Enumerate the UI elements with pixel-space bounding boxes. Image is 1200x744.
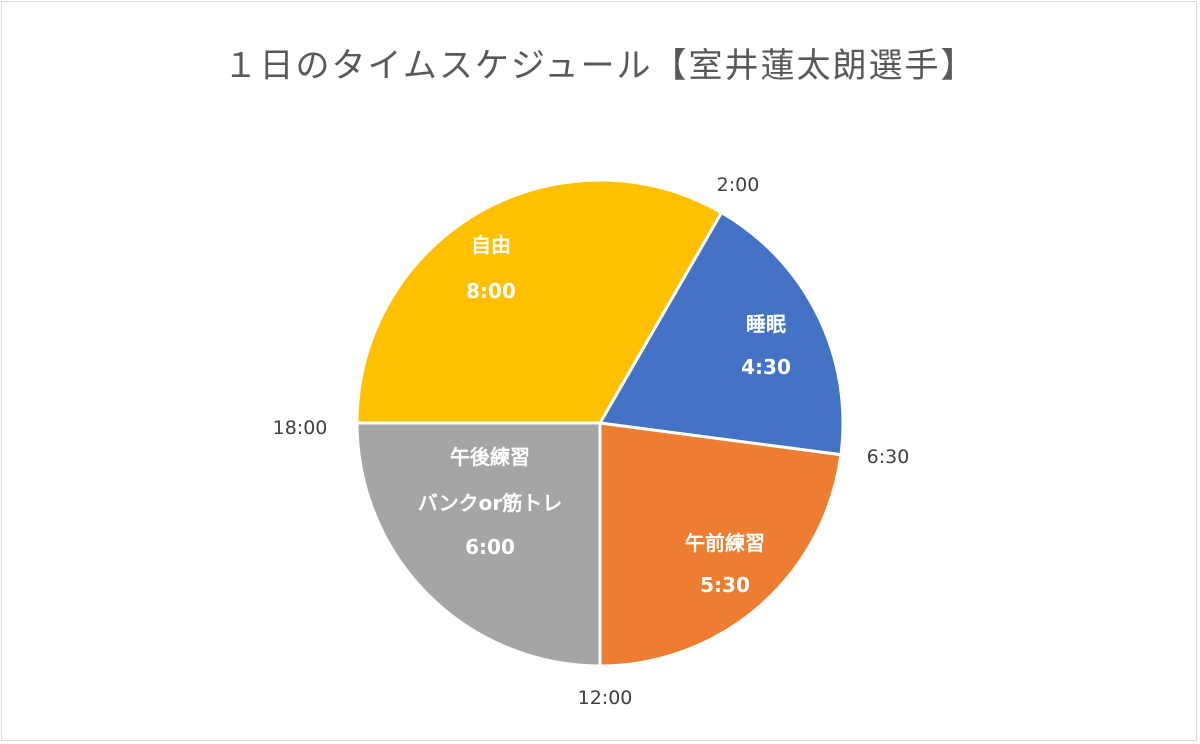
pie-slice-2: [355, 421, 602, 668]
slice-label-free: 自由: [471, 233, 511, 257]
pie-slice-0: [597, 210, 845, 457]
slice-value-morning-practice: 5:30: [700, 573, 750, 597]
slice-sublabel-afternoon-practice: バンクor筋トレ: [418, 491, 563, 515]
pie-slice-1: [598, 421, 843, 668]
boundary-label: 2:00: [717, 174, 760, 196]
slice-value-sleep: 4:30: [741, 355, 791, 379]
boundary-label: 12:00: [578, 687, 633, 709]
slice-value-free: 8:00: [466, 279, 516, 303]
slice-label-sleep: 睡眠: [746, 312, 786, 336]
slice-label-morning-practice: 午前練習: [685, 531, 765, 555]
slice-label-afternoon-practice: 午後練習: [450, 445, 530, 469]
boundary-label: 18:00: [273, 417, 328, 439]
slice-value-afternoon-practice: 6:00: [465, 535, 515, 559]
boundary-label: 6:30: [867, 446, 910, 468]
pie-slice-3: [355, 178, 724, 425]
chart-title: １日のタイムスケジュール【室井蓮太朗選手】: [223, 46, 977, 86]
